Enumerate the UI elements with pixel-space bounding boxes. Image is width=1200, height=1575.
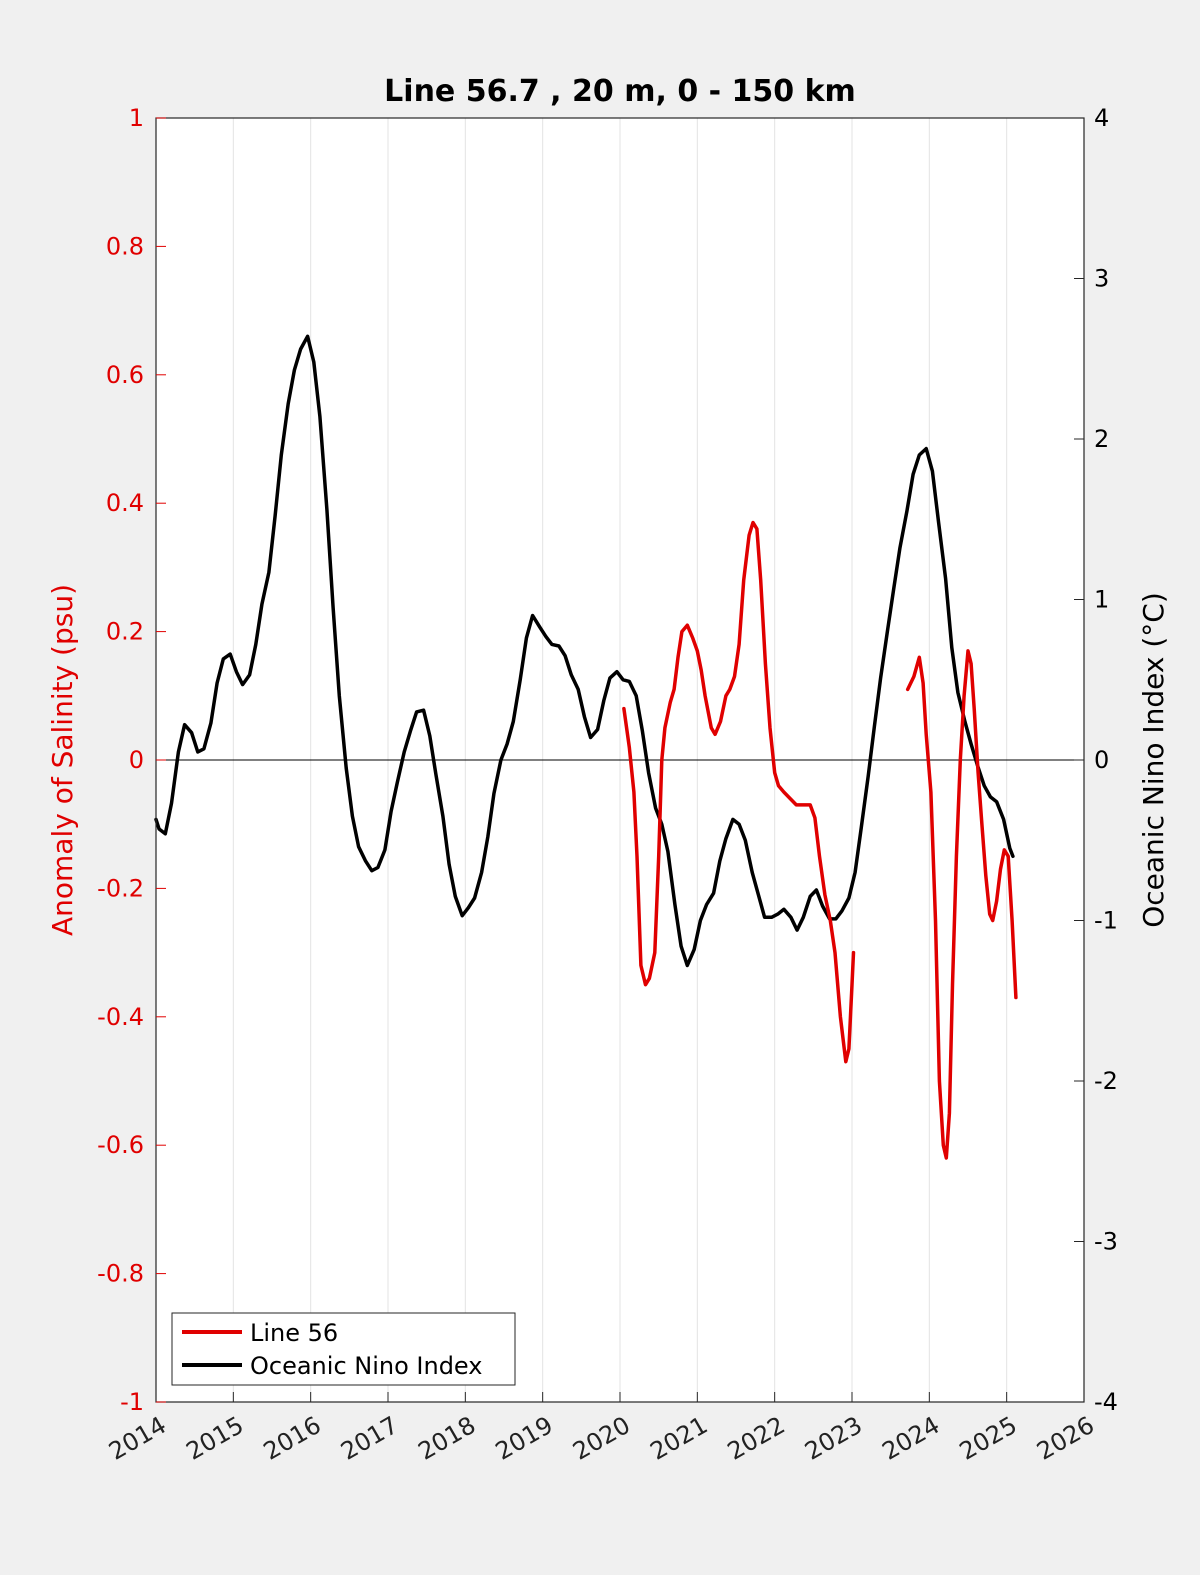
y-right-tick-label: 0 bbox=[1094, 746, 1109, 774]
legend-box bbox=[171, 1312, 516, 1386]
y-left-tick-label: 1 bbox=[129, 104, 144, 132]
legend-label-line-56: Line 56 bbox=[250, 1319, 338, 1347]
y-right-tick-label: -1 bbox=[1094, 907, 1118, 935]
legend: Line 56 Oceanic Nino Index bbox=[171, 1312, 516, 1386]
y-axis-left-label: Anomaly of Salinity (psu) bbox=[46, 584, 79, 936]
series-line-line-56-seg-0 bbox=[622, 520, 856, 1064]
y-right-tick-label: 1 bbox=[1094, 586, 1109, 614]
y-left-tick-label: 0.4 bbox=[106, 489, 144, 517]
y-right-tick-label: 2 bbox=[1094, 425, 1109, 453]
y-right-tick-label: 3 bbox=[1094, 265, 1109, 293]
y-right-tick-label: -3 bbox=[1094, 1228, 1118, 1256]
series-line-oceanic-nino-index-seg-0 bbox=[154, 334, 1015, 968]
y-left-tick-label: 0.6 bbox=[106, 361, 144, 389]
legend-label-oni: Oceanic Nino Index bbox=[250, 1352, 482, 1380]
y-right-tick-label: 4 bbox=[1094, 104, 1109, 132]
y-left-tick-label: -1 bbox=[120, 1388, 144, 1416]
y-left-tick-label: -0.8 bbox=[97, 1260, 144, 1288]
y-left-tick-label: 0 bbox=[129, 746, 144, 774]
series-line-line-56-seg-1 bbox=[905, 649, 1018, 1160]
y-right-tick-label: -4 bbox=[1094, 1388, 1118, 1416]
y-left-tick-label: 0.2 bbox=[106, 618, 144, 646]
chart-title: Line 56.7 , 20 m, 0 - 150 km bbox=[384, 74, 856, 109]
series-layer bbox=[154, 334, 1018, 1160]
y-left-tick-label: -0.2 bbox=[97, 874, 144, 902]
y-axis-right-label: Oceanic Nino Index (°C) bbox=[1137, 592, 1170, 928]
y-right-tick-label: -2 bbox=[1094, 1067, 1118, 1095]
y-left-tick-label: -0.6 bbox=[97, 1131, 144, 1159]
y-left-tick-label: -0.4 bbox=[97, 1003, 144, 1031]
y-left-tick-label: 0.8 bbox=[106, 232, 144, 260]
